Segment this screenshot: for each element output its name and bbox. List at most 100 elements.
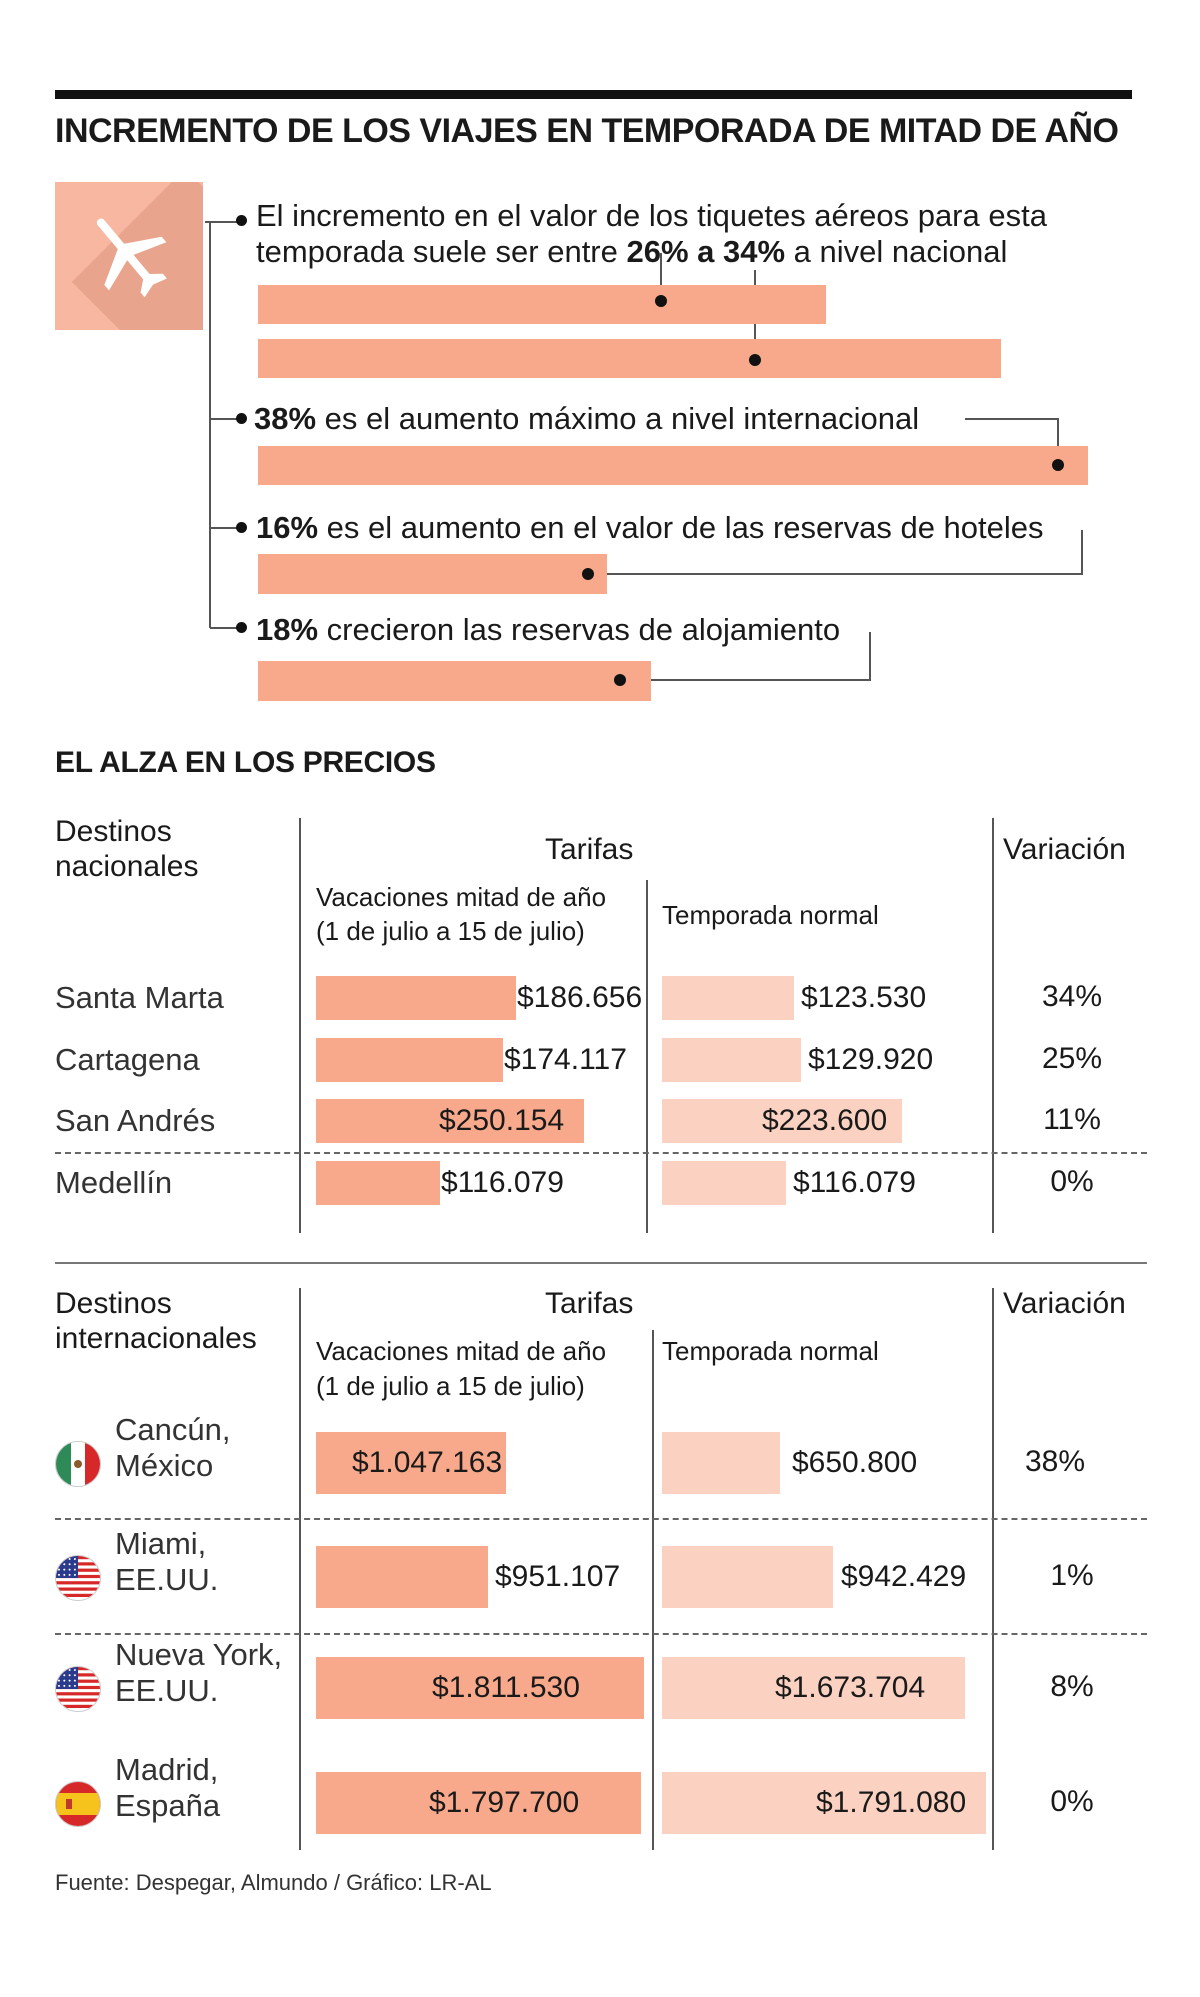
bar-mid-year bbox=[316, 1432, 506, 1494]
city-name: Santa Marta bbox=[55, 980, 224, 1015]
marker-dot bbox=[749, 354, 761, 366]
variation-value: 38% bbox=[1024, 1445, 1086, 1478]
source-note: Fuente: Despegar, Almundo / Gráfico: LR-… bbox=[55, 1870, 492, 1895]
table-divider bbox=[992, 1288, 994, 1850]
value-mid-year: $250.154 bbox=[439, 1104, 565, 1137]
variation-value: 11% bbox=[1043, 1103, 1101, 1136]
variation-value: 34% bbox=[1041, 980, 1103, 1013]
bullet-dot bbox=[236, 622, 247, 633]
bar-normal bbox=[662, 976, 794, 1020]
value-normal: $116.079 bbox=[793, 1166, 916, 1199]
value-normal: $223.600 bbox=[762, 1104, 888, 1137]
bar-normal bbox=[662, 1038, 801, 1082]
variation-value: 0% bbox=[1050, 1165, 1094, 1198]
marker-dot bbox=[1052, 459, 1064, 471]
marker-dot bbox=[655, 295, 667, 307]
bar-normal bbox=[662, 1546, 833, 1608]
city-name: Cartagena bbox=[55, 1042, 200, 1077]
national-col-a-line1: Vacaciones mitad de año bbox=[316, 882, 607, 912]
bar-mid-year bbox=[316, 1546, 488, 1608]
section-title: EL ALZA EN LOS PRECIOS bbox=[55, 746, 436, 779]
row-separator bbox=[55, 1152, 1147, 1154]
intl-col-a-line2: (1 de julio a 15 de julio) bbox=[316, 1371, 585, 1401]
stat-1-line2: temporada suele ser entre 26% a 34% a ni… bbox=[256, 234, 1008, 269]
value-mid-year: $1.811.530 bbox=[432, 1671, 580, 1704]
country-name: EE.UU. bbox=[115, 1562, 219, 1597]
intl-variacion: Variación bbox=[1003, 1287, 1126, 1320]
country-name: EE.UU. bbox=[115, 1673, 219, 1708]
bar-normal bbox=[662, 1432, 780, 1494]
value-normal: $123.530 bbox=[801, 981, 927, 1014]
national-col-b: Temporada normal bbox=[662, 900, 879, 930]
city-name: Miami, bbox=[115, 1526, 207, 1561]
stat-3: 16% es el aumento en el valor de las res… bbox=[256, 510, 1044, 545]
city-name: Cancún, bbox=[115, 1412, 231, 1447]
intl-header-line2: internacionales bbox=[55, 1322, 257, 1355]
page-title: INCREMENTO DE LOS VIAJES EN TEMPORADA DE… bbox=[55, 112, 1119, 150]
table-divider bbox=[652, 1330, 654, 1850]
bar-mid-year bbox=[316, 1038, 503, 1082]
national-header-line1: Destinos bbox=[55, 815, 172, 848]
marker-dot bbox=[582, 568, 594, 580]
intl-tarifas: Tarifas bbox=[545, 1287, 634, 1320]
stat-bar-18 bbox=[258, 661, 651, 701]
national-col-a-line2: (1 de julio a 15 de julio) bbox=[316, 916, 585, 946]
table-divider bbox=[992, 818, 994, 1233]
value-normal: $942.429 bbox=[841, 1560, 967, 1593]
spain-flag-icon bbox=[55, 1781, 101, 1827]
value-mid-year: $116.079 bbox=[441, 1166, 564, 1199]
value-mid-year: $951.107 bbox=[495, 1560, 621, 1593]
bar-mid-year bbox=[316, 1772, 641, 1834]
national-tarifas: Tarifas bbox=[545, 833, 634, 866]
mexico-flag-icon bbox=[55, 1441, 101, 1487]
intl-col-a-line1: Vacaciones mitad de año bbox=[316, 1336, 607, 1366]
city-name: Madrid, bbox=[115, 1752, 219, 1787]
bar-normal bbox=[662, 1161, 786, 1205]
value-normal: $650.800 bbox=[792, 1446, 918, 1479]
stat-2: 38% es el aumento máximo a nivel interna… bbox=[254, 401, 920, 436]
stat-bar-34 bbox=[258, 339, 1001, 378]
usa-flag-icon bbox=[55, 1666, 101, 1712]
table-divider bbox=[299, 1288, 301, 1850]
bar-mid-year bbox=[316, 1657, 644, 1719]
value-mid-year: $186.656 bbox=[517, 981, 643, 1014]
section-separator bbox=[55, 1262, 1147, 1264]
national-header-line2: nacionales bbox=[55, 850, 199, 883]
row-separator bbox=[55, 1633, 1147, 1635]
intl-col-b: Temporada normal bbox=[662, 1336, 879, 1366]
value-normal: $1.791.080 bbox=[816, 1786, 967, 1819]
variation-value: 1% bbox=[1050, 1559, 1094, 1592]
stat-bar-16 bbox=[258, 554, 607, 594]
city-name: Medellín bbox=[55, 1165, 173, 1200]
table-divider bbox=[646, 880, 648, 1233]
stat-1-line1: El incremento en el valor de los tiquete… bbox=[256, 198, 1047, 233]
bar-normal bbox=[662, 1099, 902, 1143]
country-name: España bbox=[115, 1788, 221, 1823]
national-variacion: Variación bbox=[1003, 833, 1126, 866]
bullet-dot bbox=[236, 413, 247, 424]
intl-header-line1: Destinos bbox=[55, 1287, 172, 1320]
bullet-dot bbox=[236, 522, 247, 533]
top-rule bbox=[55, 90, 1132, 99]
value-normal: $1.673.704 bbox=[775, 1671, 926, 1704]
bar-mid-year bbox=[316, 1161, 440, 1205]
value-mid-year: $1.797.700 bbox=[429, 1786, 580, 1819]
variation-value: 25% bbox=[1041, 1042, 1103, 1075]
bullet-dot bbox=[236, 215, 247, 226]
value-mid-year: $174.117 bbox=[504, 1043, 627, 1076]
bar-mid-year bbox=[316, 1099, 584, 1143]
stat-bar-38 bbox=[258, 446, 1088, 485]
table-divider bbox=[299, 818, 301, 1233]
marker-dot bbox=[614, 674, 626, 686]
country-name: México bbox=[115, 1448, 214, 1483]
value-mid-year: $1.047.163 bbox=[352, 1446, 503, 1479]
usa-flag-icon bbox=[55, 1555, 101, 1601]
bar-mid-year bbox=[316, 976, 516, 1020]
bar-normal bbox=[662, 1772, 986, 1834]
stat-4: 18% crecieron las reservas de alojamient… bbox=[256, 612, 841, 647]
stat-bar-26 bbox=[258, 285, 826, 324]
value-normal: $129.920 bbox=[808, 1043, 934, 1076]
airplane-icon bbox=[55, 182, 203, 330]
variation-value: 0% bbox=[1050, 1785, 1094, 1818]
variation-value: 8% bbox=[1050, 1670, 1094, 1703]
